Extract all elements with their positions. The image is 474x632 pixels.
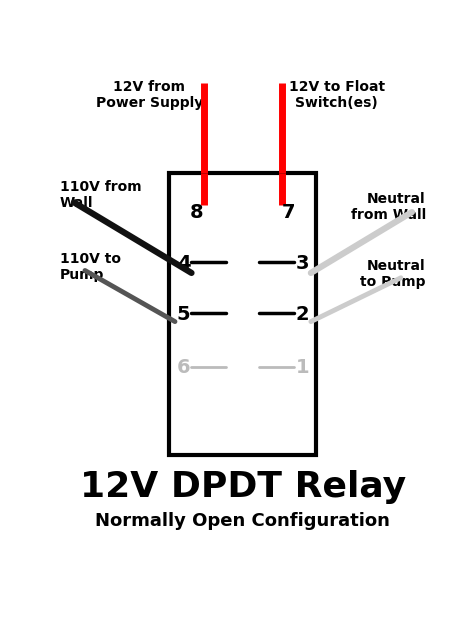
Text: Neutral
to Pump: Neutral to Pump xyxy=(360,259,426,289)
Text: 110V to
Pump: 110V to Pump xyxy=(60,252,121,282)
Text: 12V to Float
Switch(es): 12V to Float Switch(es) xyxy=(289,80,385,110)
Text: Normally Open Configuration: Normally Open Configuration xyxy=(95,512,391,530)
Text: 110V from
Wall: 110V from Wall xyxy=(60,180,142,210)
Text: 8: 8 xyxy=(190,203,204,222)
Text: 12V DPDT Relay: 12V DPDT Relay xyxy=(80,470,406,504)
Text: Neutral
from Wall: Neutral from Wall xyxy=(351,192,426,222)
Text: 3: 3 xyxy=(296,253,309,272)
Text: 2: 2 xyxy=(296,305,309,324)
Text: 6: 6 xyxy=(177,358,190,377)
Text: 1: 1 xyxy=(296,358,309,377)
Text: 12V from
Power Supply: 12V from Power Supply xyxy=(96,80,203,110)
Text: 7: 7 xyxy=(282,203,296,222)
Text: 4: 4 xyxy=(177,253,190,272)
Text: 5: 5 xyxy=(177,305,190,324)
Bar xyxy=(169,173,316,456)
